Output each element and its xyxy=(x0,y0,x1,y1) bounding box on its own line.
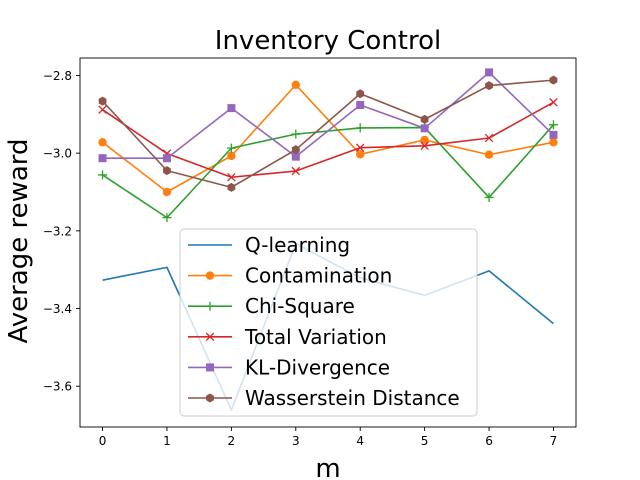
x-tick-label: 4 xyxy=(356,434,364,448)
data-point xyxy=(355,143,365,152)
data-point xyxy=(484,192,494,202)
legend-entry: Total Variation xyxy=(188,325,387,349)
legend-label: Q-learning xyxy=(245,233,350,257)
data-point xyxy=(163,166,171,176)
data-point xyxy=(549,130,558,139)
legend-swatch-marker xyxy=(206,393,214,403)
legend-swatch-marker xyxy=(205,332,215,342)
data-point xyxy=(484,133,494,143)
data-point xyxy=(98,170,108,180)
series-wasserstein-distance xyxy=(98,75,558,192)
axes-frame xyxy=(79,57,577,428)
data-point xyxy=(356,150,365,159)
y-tick-label: −3.4 xyxy=(43,302,72,316)
data-point xyxy=(420,141,429,151)
x-tick-label: 3 xyxy=(292,434,300,448)
data-point xyxy=(549,98,558,107)
series-line xyxy=(101,79,554,189)
legend-label: Contamination xyxy=(245,264,392,288)
series-total-variation xyxy=(98,98,558,182)
y-axis-label: Average reward xyxy=(4,138,34,343)
series-line xyxy=(102,101,554,179)
chart-title: Inventory Control xyxy=(215,26,441,56)
plot-area xyxy=(98,68,558,411)
x-tick-label: 1 xyxy=(163,434,171,448)
data-point xyxy=(98,154,107,163)
legend-entry: Q-learning xyxy=(188,233,350,257)
data-point xyxy=(420,114,429,124)
legend-label: KL-Divergence xyxy=(245,355,390,379)
legend-label: Total Variation xyxy=(244,325,387,349)
data-point xyxy=(355,123,365,133)
data-point xyxy=(291,129,301,139)
data-point xyxy=(356,89,365,99)
series-contamination xyxy=(98,80,558,197)
y-tick-label: −3.0 xyxy=(43,147,72,161)
legend-entry: Chi-Square xyxy=(188,294,355,318)
y-tick-label: −3.2 xyxy=(43,224,72,238)
data-point xyxy=(484,150,494,159)
legend-swatch-marker xyxy=(205,301,215,311)
legend-swatch-marker xyxy=(206,363,214,372)
legend-entry: Contamination xyxy=(188,264,392,288)
data-point xyxy=(98,105,107,114)
legend-entry: KL-Divergence xyxy=(188,355,390,379)
y-tick-label: −2.8 xyxy=(43,69,72,83)
series-line xyxy=(102,84,554,193)
x-tick-label: 2 xyxy=(228,434,236,448)
data-point xyxy=(291,145,300,155)
data-point xyxy=(162,213,172,223)
x-axis-label: m xyxy=(315,454,340,480)
data-point xyxy=(162,154,171,163)
x-tick-label: 6 xyxy=(485,434,493,448)
data-point xyxy=(98,138,107,147)
data-point xyxy=(227,104,236,113)
data-point xyxy=(549,138,558,147)
x-tick-label: 5 xyxy=(421,434,429,448)
data-point xyxy=(291,152,300,161)
series-line xyxy=(102,71,555,160)
data-point xyxy=(227,151,236,161)
legend-box xyxy=(179,228,478,417)
data-point xyxy=(162,187,172,197)
data-point xyxy=(227,182,236,192)
legend-label: Wasserstein Distance xyxy=(245,386,460,410)
axes: 0 1 2 3 4 5 6 7 −3.6 −3.4 −3.2 −3.0 −2.8 xyxy=(43,57,577,448)
data-point xyxy=(291,80,300,90)
data-point xyxy=(227,172,236,182)
y-tick-label: −3.6 xyxy=(43,380,72,394)
data-point xyxy=(485,68,494,77)
legend: Q-learning Contamination Chi-Square Total V… xyxy=(179,228,478,417)
data-point xyxy=(548,120,558,130)
data-point xyxy=(226,143,236,153)
data-point xyxy=(485,81,493,91)
data-point xyxy=(420,124,429,133)
data-point xyxy=(549,75,558,85)
series-kl-divergence xyxy=(98,68,558,163)
data-point xyxy=(291,166,301,176)
x-tick-label: 7 xyxy=(550,434,558,448)
legend-label: Chi-Square xyxy=(245,294,355,318)
data-point xyxy=(98,96,107,106)
legend-entry: Wasserstein Distance xyxy=(188,386,460,410)
data-point xyxy=(420,135,429,145)
data-point xyxy=(356,100,365,109)
legend-swatch-marker xyxy=(205,271,215,280)
x-tick-label: 0 xyxy=(99,434,107,448)
